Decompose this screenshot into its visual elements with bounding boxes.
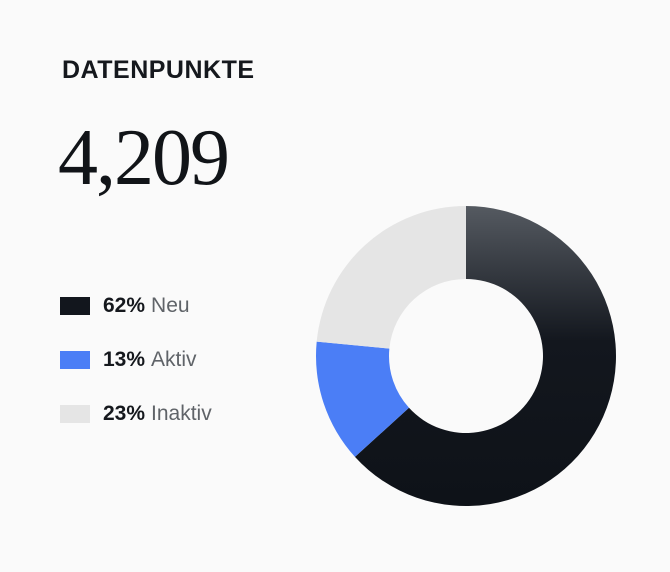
donut-slice-aktiv: [316, 341, 409, 457]
legend-swatch-neu: [60, 297, 90, 315]
legend-percent-neu: 62%: [103, 294, 146, 317]
legend-percent-aktiv: 13%: [103, 348, 146, 371]
card-title: DATENPUNKTE: [62, 56, 255, 84]
total-value: 4,209: [58, 114, 230, 202]
legend-item-neu: 62% Neu: [60, 290, 212, 322]
donut-slice-inaktiv: [316, 206, 466, 349]
donut-chart: [316, 206, 616, 506]
legend-label-inaktiv: Inaktiv: [151, 402, 212, 425]
legend-item-aktiv: 13% Aktiv: [60, 344, 212, 376]
legend-swatch-aktiv: [60, 351, 90, 369]
legend-item-inaktiv: 23% Inaktiv: [60, 398, 212, 430]
chart-legend: 62% Neu 13% Aktiv 23% Inaktiv: [60, 290, 212, 452]
legend-label-aktiv: Aktiv: [151, 348, 197, 371]
legend-swatch-inaktiv: [60, 405, 90, 423]
legend-percent-inaktiv: 23%: [103, 402, 146, 425]
donut-slice-neu: [354, 206, 616, 506]
legend-label-neu: Neu: [151, 294, 190, 317]
